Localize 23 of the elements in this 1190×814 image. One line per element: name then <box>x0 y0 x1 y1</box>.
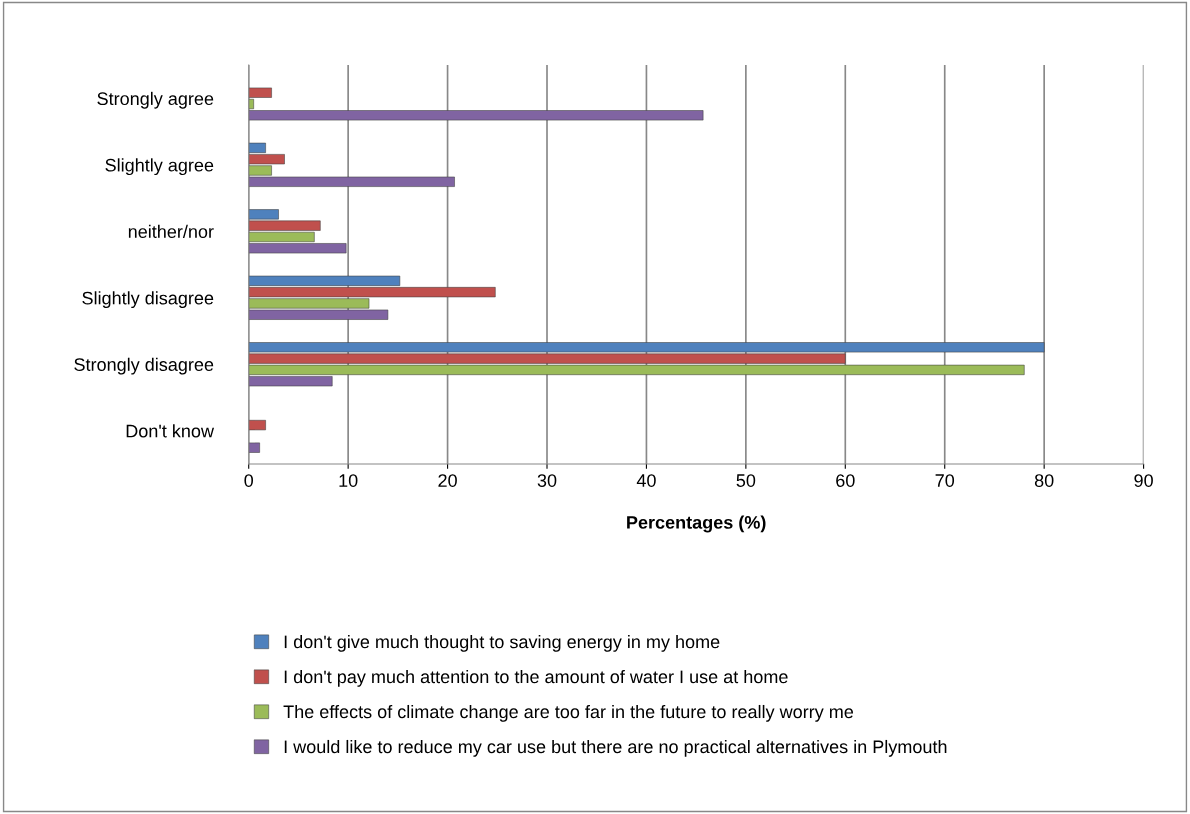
x-tick-label: 20 <box>438 474 457 487</box>
x-tick-label: 90 <box>1134 474 1153 487</box>
bar <box>248 420 266 431</box>
legend-label: I don't pay much attention to the amount of water I use at home <box>284 669 788 687</box>
legend-label: I don't give much thought to saving energy in my home <box>284 634 720 652</box>
y-tick-label: Don't know <box>126 424 215 438</box>
x-tick-label: 40 <box>636 474 656 487</box>
y-tick-label: Strongly agree <box>97 91 214 109</box>
legend-label: The effects of climate change are too far in the future to really worry me <box>283 704 854 722</box>
x-axis-title: Percentages (%) <box>627 515 766 533</box>
x-tick-label: 60 <box>836 474 855 487</box>
x-tick-label: 30 <box>537 474 557 487</box>
y-tick-label: Slightly disagree <box>82 291 214 309</box>
x-tick-label: 50 <box>736 474 756 487</box>
x-tick-label: 0 <box>244 474 254 487</box>
legend-label: I would like to reduce my car use but there are no practical alternatives in Plymouth <box>284 739 947 757</box>
x-tick-label: 10 <box>339 474 358 487</box>
x-tick-label: 80 <box>1034 474 1054 487</box>
y-tick-label: neither/nor <box>128 224 214 239</box>
y-tick-label: Slightly agree <box>105 158 214 176</box>
y-tick-label: Strongly disagree <box>74 357 214 375</box>
bar <box>248 442 260 453</box>
x-tick-label: 70 <box>935 474 955 487</box>
